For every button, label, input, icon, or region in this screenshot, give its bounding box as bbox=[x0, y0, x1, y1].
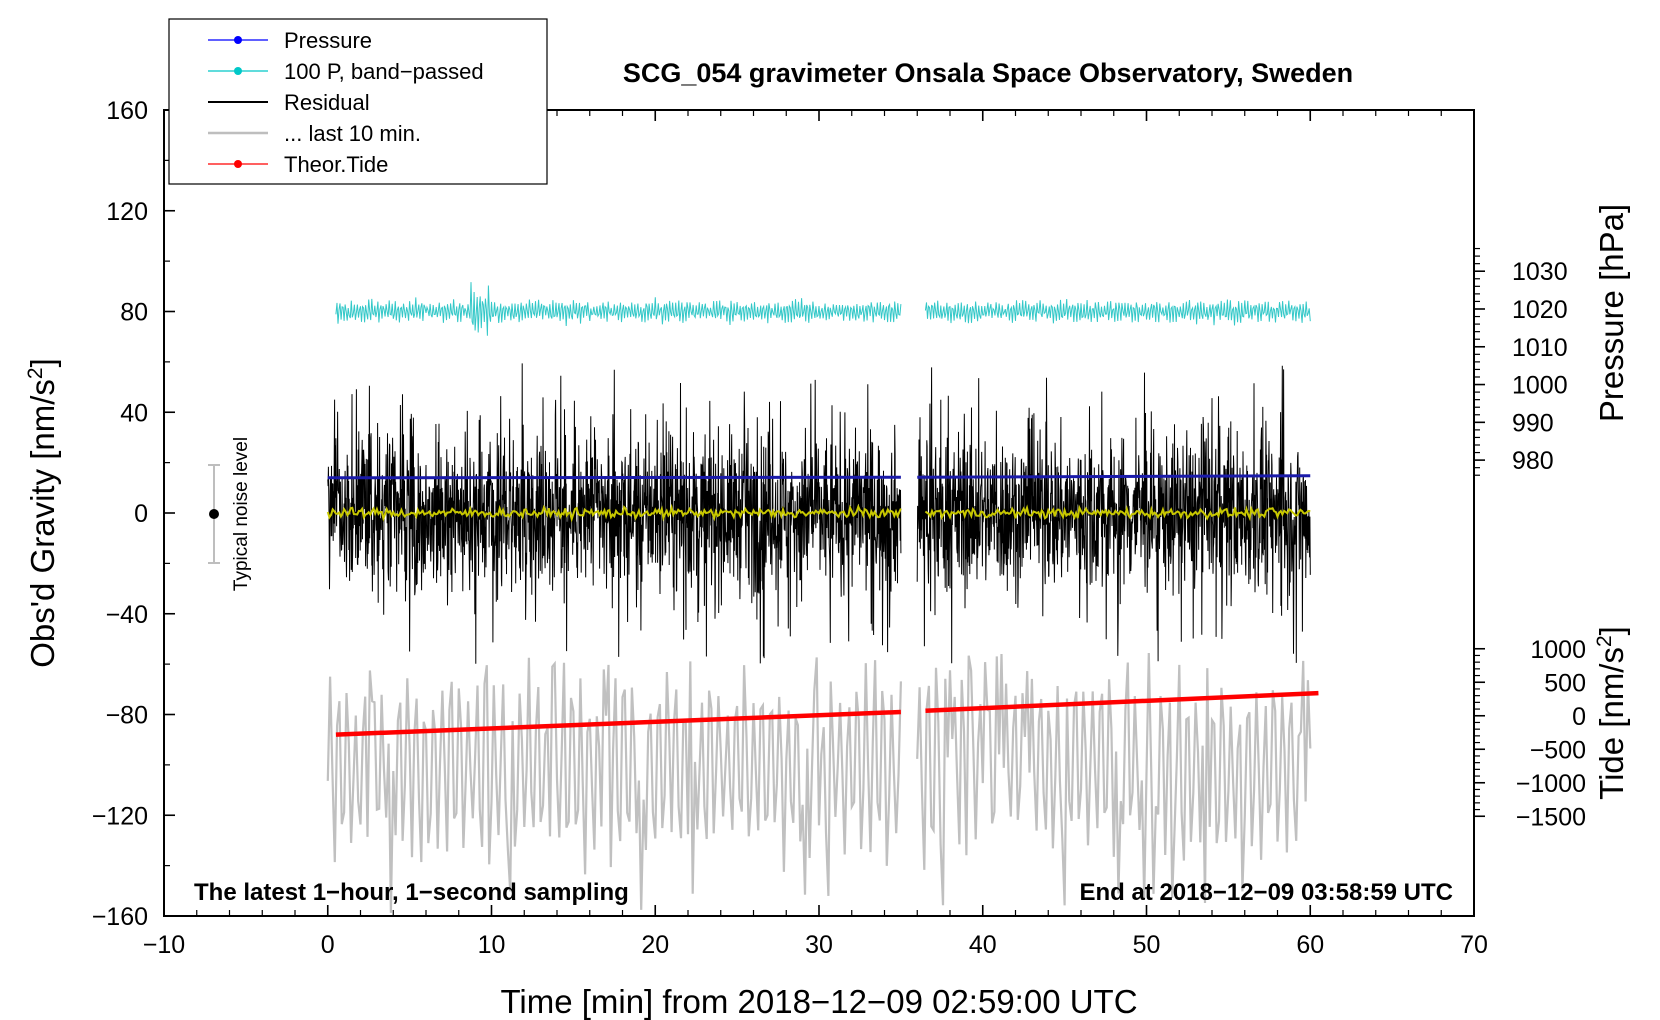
x-tick-label: 30 bbox=[805, 931, 833, 959]
noise-bar-dot bbox=[209, 509, 219, 519]
tide-tick-label: −1000 bbox=[1516, 770, 1586, 798]
tide-tick-label: 500 bbox=[1544, 669, 1586, 697]
y-tick-label-left: −80 bbox=[106, 702, 148, 730]
legend-marker-band-passed bbox=[234, 67, 242, 75]
tide-tick-label: −500 bbox=[1530, 736, 1586, 764]
x-tick-label: −10 bbox=[143, 931, 185, 959]
y-label-tide-prefix: Tide [nm/s bbox=[1593, 647, 1630, 800]
y-axis-label-tide: Tide [nm/s2] bbox=[1593, 626, 1630, 800]
smoothed-residual-line-2 bbox=[924, 504, 1311, 522]
legend: Pressure 100 P, band−passed Residual ...… bbox=[168, 18, 548, 185]
noise-bar-label: Typical noise level bbox=[231, 437, 252, 591]
legend-label-band-passed: 100 P, band−passed bbox=[284, 59, 484, 84]
y-tick-label-left: 40 bbox=[120, 399, 148, 427]
pressure-tick-label: 990 bbox=[1512, 409, 1554, 437]
chart-title: SCG_054 gravimeter Onsala Space Observat… bbox=[623, 58, 1353, 88]
series-layer bbox=[326, 282, 1319, 913]
pressure-tick-label: 1010 bbox=[1512, 334, 1568, 362]
pressure-tick-label: 1000 bbox=[1512, 372, 1568, 400]
tide-line-1 bbox=[335, 709, 901, 737]
smoothed-residual-line-1 bbox=[326, 503, 902, 523]
residual-line-1 bbox=[327, 363, 902, 664]
y-tick-label-left: 80 bbox=[120, 299, 148, 327]
pressure-tick-label: 1030 bbox=[1512, 258, 1568, 286]
tide-tick-label: −1500 bbox=[1516, 803, 1586, 831]
y-label-tide-sup: 2 bbox=[1593, 635, 1616, 647]
tide-line-2 bbox=[925, 690, 1319, 713]
x-axis-label: Time [min] from 2018−12−09 02:59:00 UTC bbox=[500, 983, 1137, 1020]
x-tick-label: 70 bbox=[1460, 931, 1488, 959]
y-label-tide-suffix: ] bbox=[1593, 626, 1630, 635]
y-label-left-sup: 2 bbox=[24, 367, 47, 379]
y-tick-label-left: −40 bbox=[106, 601, 148, 629]
x-tick-label: 10 bbox=[478, 931, 506, 959]
tide-tick-label: 0 bbox=[1572, 703, 1586, 731]
pressure-tick-label: 980 bbox=[1512, 447, 1554, 475]
band-passed-line-2 bbox=[924, 298, 1311, 326]
legend-marker-pressure bbox=[234, 36, 242, 44]
band-passed-line-1 bbox=[335, 282, 902, 336]
pressure-line-2 bbox=[917, 474, 1311, 479]
y-label-left-prefix: Obs'd Gravity [nm/s bbox=[24, 379, 61, 668]
legend-marker-tide bbox=[234, 160, 242, 168]
legend-label-last-10: ... last 10 min. bbox=[284, 121, 421, 146]
y-label-left-suffix: ] bbox=[24, 358, 61, 367]
last10-line-2 bbox=[916, 652, 1312, 906]
pressure-line-1 bbox=[327, 475, 901, 480]
annotation-left: The latest 1−hour, 1−second sampling bbox=[194, 879, 629, 906]
y-axis-label-pressure: Pressure [hPa] bbox=[1593, 204, 1630, 422]
y-tick-label-left: 160 bbox=[106, 97, 148, 125]
legend-entry-band-passed: 100 P, band−passed bbox=[208, 59, 484, 84]
residual-line-2 bbox=[916, 365, 1311, 664]
y-tick-label-left: −120 bbox=[92, 802, 148, 830]
tide-tick-label: 1000 bbox=[1530, 636, 1586, 664]
x-tick-label: 60 bbox=[1296, 931, 1324, 959]
y-tick-label-left: 120 bbox=[106, 198, 148, 226]
legend-entry-residual: Residual bbox=[208, 90, 370, 115]
tick-layer: −10 0 10 20 30 40 50 60 7016012080400−40−80−120−… bbox=[92, 97, 1586, 959]
legend-entry-pressure: Pressure bbox=[208, 28, 372, 53]
y-tick-label-left: 0 bbox=[134, 500, 148, 528]
y-axis-label-left: Obs'd Gravity [nm/s2] bbox=[24, 358, 61, 668]
x-tick-label: 50 bbox=[1133, 931, 1161, 959]
legend-label-residual: Residual bbox=[284, 90, 370, 115]
legend-label-pressure: Pressure bbox=[284, 28, 372, 53]
legend-entry-last-10: ... last 10 min. bbox=[208, 121, 421, 146]
pressure-tick-label: 1020 bbox=[1512, 296, 1568, 324]
noise-indicator: Typical noise level bbox=[208, 437, 252, 591]
x-tick-label: 40 bbox=[969, 931, 997, 959]
legend-entry-tide: Theor.Tide bbox=[208, 152, 388, 177]
x-tick-label: 0 bbox=[321, 931, 335, 959]
annotation-right: End at 2018−12−09 03:58:59 UTC bbox=[1079, 879, 1453, 906]
legend-label-tide: Theor.Tide bbox=[284, 152, 388, 177]
last10-line-1 bbox=[326, 657, 902, 913]
y-tick-label-left: −160 bbox=[92, 903, 148, 931]
x-tick-label: 20 bbox=[641, 931, 669, 959]
